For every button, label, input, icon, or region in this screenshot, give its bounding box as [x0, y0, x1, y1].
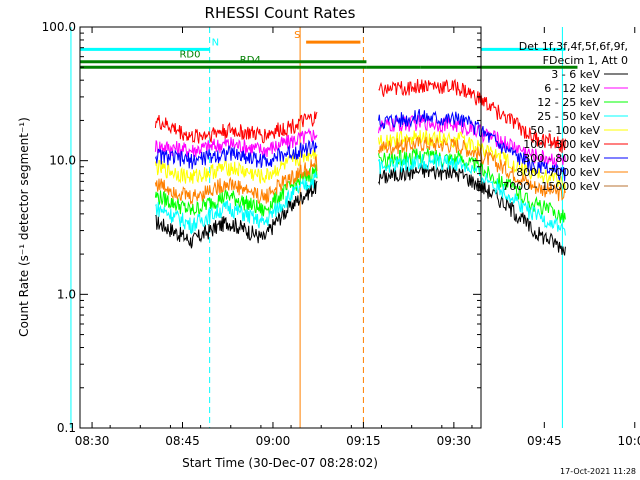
annotation-label-s: S	[294, 30, 300, 41]
series-line-b-2	[378, 148, 566, 224]
series-line-a-2	[154, 164, 318, 217]
x-tick-label-1: 08:45	[165, 434, 200, 448]
series-1	[154, 115, 566, 168]
legend-entry-2: 12 - 25 keV	[537, 96, 600, 109]
y-tick-label-2: 10.0	[49, 154, 76, 168]
x-ticks-layer: 08:30 08:45 09:00 09:15 09:30 09:45 10:00	[75, 27, 640, 448]
plot-frame	[79, 26, 482, 429]
series-line-b-0	[378, 163, 566, 256]
legend-entry-6: 300 - 800 keV	[523, 152, 600, 165]
legend-entry-5: 100 - 300 keV	[523, 138, 600, 151]
timestamp-stamp: 17-Oct-2021 11:28	[560, 467, 636, 476]
legend-header-line1: Det 1f,3f,4f,5f,6f,9f,	[519, 40, 628, 53]
series-line-a-7	[154, 156, 318, 206]
series-6	[154, 109, 566, 182]
series-line-a-6	[154, 139, 318, 170]
series-line-b-3	[378, 153, 566, 236]
annotation-label-n: N	[212, 37, 219, 48]
y-tick-label-1: 1.0	[57, 287, 76, 301]
chart-title: RHESSI Count Rates	[205, 4, 356, 22]
x-tick-label-2: 09:00	[256, 434, 291, 448]
y-axis-label: Count Rate (s⁻¹ detector segment⁻¹)	[17, 117, 31, 337]
y-tick-label-3: 100.0	[42, 20, 76, 34]
y-ticks-layer: 0.1 1.0 10.0 100.0	[42, 20, 481, 435]
legend: Det 1f,3f,4f,5f,6f,9f, FDecim 1, Att 0 3…	[502, 40, 628, 193]
legend-entry-3: 25 - 50 keV	[537, 110, 600, 123]
series-line-b-1	[378, 115, 566, 168]
series-line-a-3	[155, 172, 318, 235]
series-7	[154, 136, 566, 206]
series-line-b-7	[378, 136, 566, 202]
series-0	[155, 163, 566, 256]
legend-entry-7: 800 - 7000 keV	[516, 166, 600, 179]
x-axis-label: Start Time (30-Dec-07 08:28:02)	[182, 456, 378, 470]
y-tick-label-0: 0.1	[57, 421, 76, 435]
annotation-layer: N S RD0 RD4	[70, 27, 578, 428]
annotation-label-rd0: RD0	[179, 50, 200, 61]
legend-entry-1: 6 - 12 keV	[544, 82, 600, 95]
x-tick-label-5: 09:45	[527, 434, 562, 448]
series-layer	[154, 78, 566, 256]
x-tick-label-4: 09:30	[437, 434, 472, 448]
series-line-a-0	[155, 179, 318, 249]
series-line-a-1	[154, 127, 318, 158]
annotation-label-rd4: RD4	[240, 55, 261, 66]
series-line-b-5	[378, 78, 566, 154]
legend-entry-8: 7000 - 15000 keV	[502, 180, 600, 193]
series-3	[155, 153, 566, 236]
legend-header-line2: FDecim 1, Att 0	[543, 54, 628, 67]
series-5	[154, 78, 566, 154]
series-2	[154, 148, 566, 224]
x-tick-label-0: 08:30	[75, 434, 110, 448]
legend-entry-4: 50 - 100 keV	[530, 124, 600, 137]
series-line-a-5	[154, 111, 318, 144]
legend-entry-0: 3 - 6 keV	[551, 68, 600, 81]
series-line-b-6	[378, 109, 566, 182]
x-tick-label-3: 09:15	[346, 434, 381, 448]
x-tick-label-6: 10:00	[617, 434, 640, 448]
